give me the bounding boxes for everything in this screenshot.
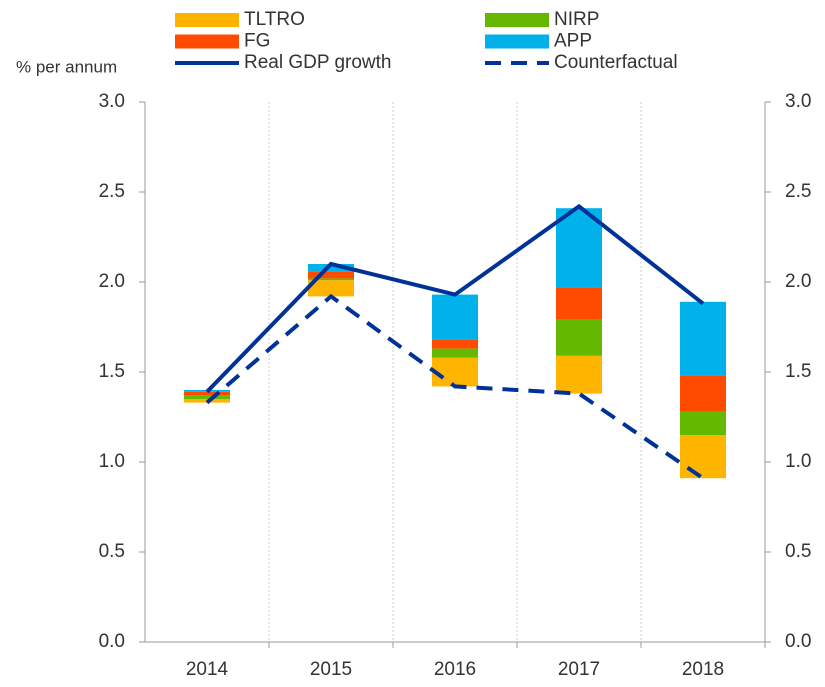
bar-segment: [184, 395, 230, 399]
y2-tick-label: 2.5: [785, 181, 811, 202]
bar-segment: [556, 319, 602, 356]
bar-segment: [556, 355, 602, 394]
y-tick-label: 1.0: [99, 451, 125, 472]
bar-segment: [556, 208, 602, 288]
y-tick-label: 1.5: [99, 361, 125, 382]
y2-tick-label: 1.5: [785, 361, 811, 382]
bar-segment: [680, 301, 726, 376]
y-axis-label: % per annum: [16, 57, 117, 76]
x-tick-label: 2016: [434, 659, 476, 680]
line-series: [205, 203, 705, 394]
bar-segment: [184, 391, 230, 396]
y2-tick-label: 1.0: [785, 451, 811, 472]
x-tick-label: 2017: [558, 659, 600, 680]
legend-label: Counterfactual: [554, 52, 678, 73]
bar-segment: [432, 339, 478, 349]
y-tick-label: 0.5: [99, 541, 125, 562]
bar-segment: [680, 435, 726, 479]
y2-tick-label: 3.0: [785, 91, 811, 112]
x-tick-label: 2015: [310, 659, 352, 680]
legend-label: APP: [554, 31, 592, 52]
bar-segment: [308, 271, 354, 279]
line-series: [205, 293, 705, 480]
x-tick-label: 2014: [186, 659, 229, 680]
y-tick-label: 2.5: [99, 181, 125, 202]
legend-label: FG: [244, 31, 270, 52]
bar-segment: [432, 294, 478, 340]
x-tick-label: 2018: [682, 659, 724, 680]
y-tick-label: 0.0: [99, 631, 125, 652]
bar-segment: [432, 348, 478, 358]
y2-tick-label: 2.0: [785, 271, 811, 292]
legend-swatch: [485, 13, 549, 27]
y2-tick-label: 0.0: [785, 631, 811, 652]
legend-swatch: [485, 34, 549, 49]
legend-label: TLTRO: [244, 9, 305, 30]
bar-segment: [680, 375, 726, 412]
y-tick-label: 2.0: [99, 271, 125, 292]
bar-segment: [308, 280, 354, 297]
bar-segment: [308, 264, 354, 272]
bar-segment: [308, 278, 354, 281]
y2-tick-label: 0.5: [785, 541, 811, 562]
bar-segment: [432, 357, 478, 387]
legend-swatch: [175, 13, 239, 27]
bar-segment: [680, 411, 726, 435]
bar-segment: [556, 287, 602, 320]
legend-swatch: [175, 34, 239, 49]
legend-label: NIRP: [554, 9, 599, 30]
y-tick-label: 3.0: [99, 91, 125, 112]
legend-label: Real GDP growth: [244, 52, 392, 73]
